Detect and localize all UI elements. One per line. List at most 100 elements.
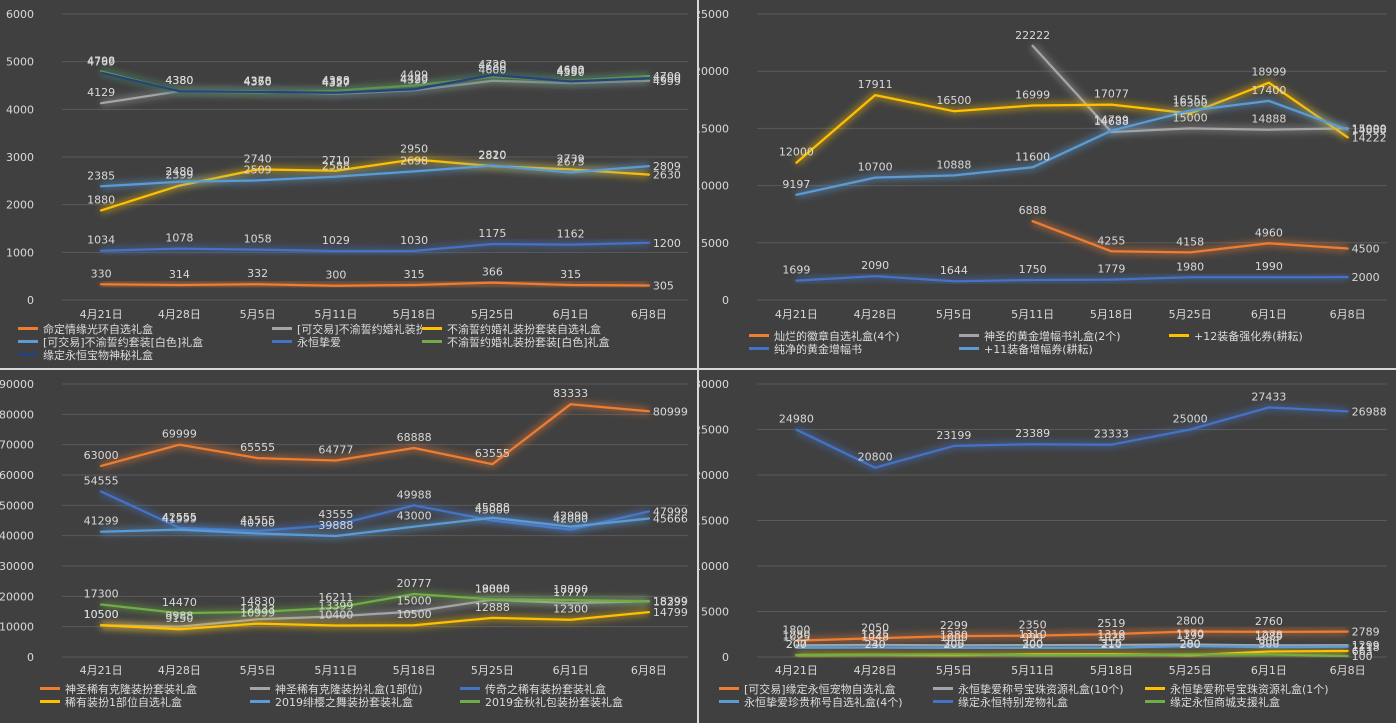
data-label: 1175	[478, 227, 506, 240]
data-label: 205	[943, 638, 964, 651]
legend-item: [可交易]不渝誓约婚礼装扮套装礼盒	[272, 322, 422, 335]
x-tick-label: 6月8日	[1330, 664, 1366, 677]
data-label: 10500	[84, 608, 119, 621]
data-label: 14799	[653, 606, 688, 619]
legend-label: 不渝誓约婚礼装扮套装自选礼盒	[447, 322, 601, 336]
legend-label: 缘定永恒宝物神秘礼盒	[43, 348, 153, 362]
series-line	[795, 99, 1349, 196]
data-label: 1026	[1097, 631, 1125, 644]
data-label: 4327	[322, 77, 350, 90]
panel-divider-horizontal	[0, 368, 1396, 370]
legend-label: 2019金秋礼包装扮套装礼盒	[485, 695, 623, 709]
data-label: 14830	[240, 595, 275, 608]
x-tick-label: 4月28日	[158, 664, 201, 677]
data-label: 15000	[1173, 111, 1208, 124]
data-label: 1280	[940, 628, 968, 641]
series-line	[99, 592, 651, 615]
data-label: 16555	[1173, 94, 1208, 107]
data-label: 1880	[87, 193, 115, 206]
data-label: 4798	[87, 54, 115, 67]
y-tick-label: 30000	[0, 560, 34, 573]
data-label: 2809	[653, 160, 681, 173]
data-label: 4600	[478, 64, 506, 77]
y-tick-label: 40000	[0, 530, 34, 543]
data-label: 1299	[1352, 639, 1380, 652]
legend-item: 2019绯樱之舞装扮套装礼盒	[250, 695, 460, 708]
data-label: 10999	[240, 607, 275, 620]
data-label: 4380	[165, 74, 193, 87]
series-line	[795, 653, 1349, 658]
y-tick-label: 4000	[6, 103, 34, 116]
legend-label: +11装备增幅券(耕耘)	[984, 342, 1093, 356]
legend-swatch	[40, 700, 60, 703]
legend-label: +12装备强化券(耕耘)	[1194, 329, 1303, 343]
data-label: 27433	[1251, 390, 1286, 403]
x-tick-label: 6月1日	[553, 664, 589, 677]
data-label: 1990	[1255, 260, 1283, 273]
data-label: 42999	[553, 510, 588, 523]
x-tick-label: 5月18日	[1090, 308, 1133, 321]
x-tick-label: 6月1日	[553, 308, 589, 321]
data-label: 1779	[1097, 263, 1125, 276]
data-label: 300	[325, 269, 346, 282]
data-label: 45888	[475, 501, 510, 514]
x-tick-label: 4月28日	[854, 308, 897, 321]
chart-panel-2: 0 5000 10000 15000 20000 25000 4月21日 4月28日 5月5日 5…	[699, 0, 1396, 368]
data-label: 4960	[1255, 226, 1283, 239]
data-label: 999	[1022, 631, 1043, 644]
data-label: 16500	[936, 94, 971, 107]
data-label: 4650	[653, 72, 681, 85]
data-label: 315	[560, 268, 581, 281]
series-line	[99, 71, 651, 94]
x-tick-label: 5月18日	[393, 664, 436, 677]
data-label: 200	[1180, 638, 1201, 651]
chart-panel-1: 0 1000 2000 3000 4000 5000 6000 4月21日 4月28日 5月5日 5…	[0, 0, 697, 368]
chart-panel-3: 0 10000 20000 30000 40000 50000 60000 70000 8000…	[0, 370, 697, 723]
data-label: 1029	[322, 234, 350, 247]
legend-label: 缘定永恒商城支援礼盒	[1170, 695, 1280, 709]
data-label: 2480	[165, 165, 193, 178]
data-label: 2630	[653, 169, 681, 182]
x-tick-label: 5月5日	[936, 664, 972, 677]
legend-label: 不渝誓约婚礼装扮套装[白色]礼盒	[447, 335, 610, 349]
data-label: 332	[247, 267, 268, 280]
data-label: 1980	[1176, 260, 1204, 273]
data-label: 1310	[1019, 628, 1047, 641]
legend-item: 永恒挚爱称号宝珠资源礼盒(10个)	[933, 682, 1145, 695]
x-tick-label: 5月11日	[314, 308, 357, 321]
data-label: 42555	[162, 511, 197, 524]
legend-item: [可交易]缘定永恒宠物自选礼盒	[719, 682, 933, 695]
y-tick-label: 10000	[699, 560, 729, 573]
data-label: 210	[1101, 638, 1122, 651]
data-label: 4350	[244, 76, 272, 89]
data-label: 315	[404, 268, 425, 281]
legend-swatch	[933, 700, 953, 703]
y-tick-label: 1000	[6, 246, 34, 259]
data-label: 240	[865, 638, 886, 651]
data-label: 69999	[162, 428, 197, 441]
data-label: 14799	[1094, 114, 1129, 127]
legend-label: 缘定永恒特别宠物礼盒	[958, 695, 1068, 709]
legend-swatch	[933, 687, 953, 690]
data-label: 4499	[400, 69, 428, 82]
data-label: 1025	[782, 631, 810, 644]
y-tick-label: 80000	[0, 408, 34, 421]
series-line	[99, 610, 651, 631]
data-label: 20777	[397, 577, 432, 590]
y-tick-label: 15000	[699, 122, 729, 135]
x-tick-label: 4月21日	[775, 664, 818, 677]
data-label: 1644	[940, 264, 968, 277]
data-label: 39888	[318, 519, 353, 532]
legend-label: 永恒挚爱	[297, 335, 341, 349]
y-tick-label: 20000	[0, 590, 34, 603]
data-label: 2399	[165, 169, 193, 182]
data-label: 2509	[244, 163, 272, 176]
x-tick-label: 5月25日	[471, 664, 514, 677]
data-label: 9150	[165, 612, 193, 625]
data-label: 54555	[84, 475, 119, 488]
data-label: 17077	[1094, 88, 1129, 101]
data-label: 18999	[1251, 66, 1286, 79]
y-tick-label: 15000	[699, 515, 729, 528]
x-tick-label: 5月18日	[1090, 664, 1133, 677]
legend-swatch	[749, 347, 769, 350]
